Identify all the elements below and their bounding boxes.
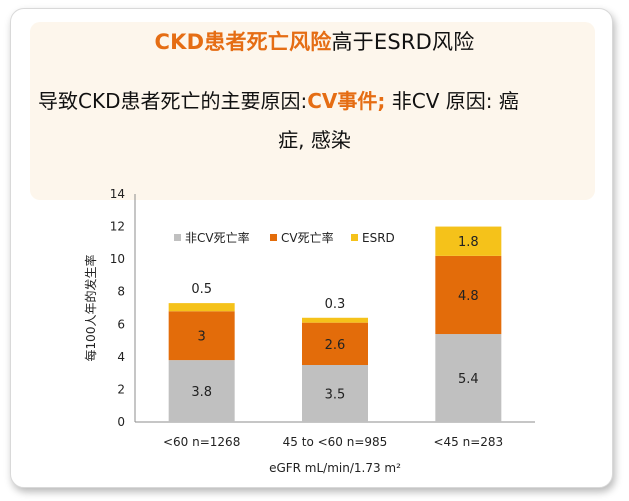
- y-axis-label: 每100人年的发生率: [83, 255, 98, 362]
- bar-segment: [435, 255, 502, 335]
- legend-swatch: [174, 234, 181, 241]
- bar-segment: [435, 226, 502, 256]
- legend-label: ESRD: [362, 231, 395, 245]
- bar-segment: [168, 303, 235, 312]
- title-highlight: CKD患者死亡风险: [154, 30, 332, 54]
- bar-segment: [302, 365, 368, 422]
- legend-label: CV死亡率: [281, 230, 334, 245]
- data-label: 3: [198, 330, 206, 345]
- subtitle-highlight: CV事件;: [307, 89, 386, 113]
- bar-segment: [168, 360, 235, 422]
- legend-label: 非CV死亡率: [185, 230, 250, 245]
- subtitle-line-1: 导致CKD患者死亡的主要原因:CV事件; 非CV 原因: 癌: [38, 85, 598, 114]
- y-tick-label: 8: [117, 285, 125, 299]
- legend-swatch: [351, 234, 358, 241]
- data-label: 4.8: [458, 289, 479, 304]
- data-label: 0.5: [191, 282, 212, 297]
- bar-segment: [302, 317, 368, 323]
- y-tick-label: 10: [110, 252, 125, 266]
- header-panel: [30, 22, 595, 200]
- y-tick-label: 12: [110, 220, 125, 234]
- bar-segment: [302, 322, 368, 365]
- data-label: 1.8: [458, 235, 479, 250]
- y-tick-label: 2: [117, 382, 125, 396]
- x-tick-label: <60 n=1268: [163, 435, 240, 449]
- title-rest: 高于ESRD风险: [331, 30, 475, 54]
- data-label: 3.5: [325, 388, 346, 403]
- data-label: 0.3: [325, 297, 346, 312]
- subtitle-suffix: 非CV 原因: 癌: [385, 89, 519, 113]
- x-axis-label: eGFR mL/min/1.73 m²: [269, 461, 401, 475]
- y-tick-label: 14: [110, 187, 125, 201]
- y-tick-label: 6: [117, 317, 125, 331]
- data-label: 2.6: [325, 338, 346, 353]
- data-label: 3.8: [191, 385, 212, 400]
- slide-card-inner: [10, 8, 611, 486]
- y-tick-label: 4: [117, 350, 125, 364]
- slide-title: CKD患者死亡风险高于ESRD风险: [0, 26, 629, 56]
- x-tick-label: 45 to <60 n=985: [283, 435, 388, 449]
- bar-segment: [435, 334, 502, 422]
- legend-swatch: [270, 234, 277, 241]
- bar-segment: [168, 311, 235, 361]
- subtitle-line-2: 症, 感染: [278, 128, 351, 152]
- y-tick-label: 0: [117, 415, 125, 429]
- data-label: 5.4: [458, 372, 479, 387]
- subtitle-prefix: 导致CKD患者死亡的主要原因:: [38, 89, 308, 113]
- x-tick-label: <45 n=283: [433, 435, 503, 449]
